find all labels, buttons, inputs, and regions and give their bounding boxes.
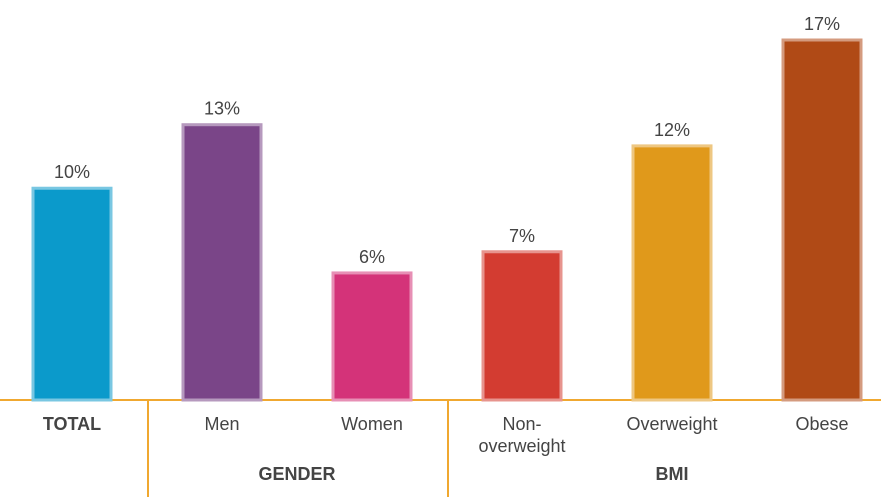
bar bbox=[331, 271, 413, 402]
value-label: 17% bbox=[804, 14, 840, 34]
value-label: 6% bbox=[359, 247, 385, 267]
value-label: 10% bbox=[54, 162, 90, 182]
x-tick-label: TOTAL bbox=[42, 414, 102, 434]
x-tick-label: Obese bbox=[795, 414, 849, 434]
value-label: 7% bbox=[509, 226, 535, 246]
bar bbox=[781, 38, 863, 402]
bar bbox=[31, 186, 113, 402]
x-tick-label: Overweight bbox=[626, 414, 718, 434]
bar bbox=[181, 123, 263, 402]
value-label: 13% bbox=[204, 99, 240, 119]
x-tick-label: Non-overweight bbox=[478, 414, 566, 456]
value-label: 12% bbox=[654, 120, 690, 140]
x-tick-label: Men bbox=[204, 414, 240, 434]
group-label: BMI bbox=[655, 464, 689, 484]
bar bbox=[481, 250, 563, 402]
x-tick-label: Women bbox=[341, 414, 403, 434]
group-label: GENDER bbox=[258, 464, 336, 484]
bar bbox=[631, 144, 713, 402]
